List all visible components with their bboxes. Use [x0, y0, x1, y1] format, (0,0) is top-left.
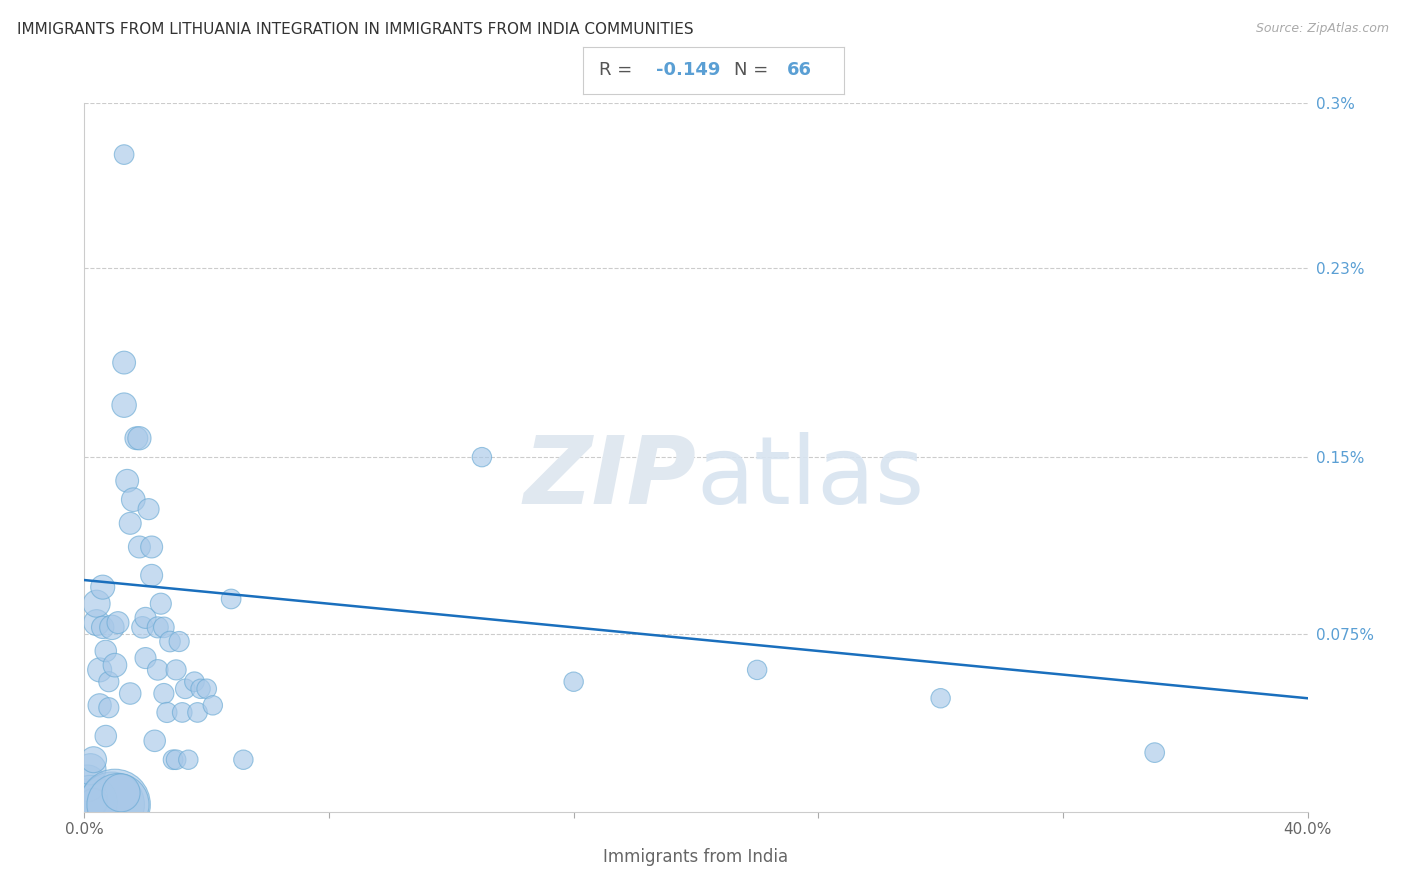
Point [97, 700, 120, 714]
Point [107, 615, 129, 630]
Point [153, 620, 176, 634]
Point [174, 681, 197, 696]
Point [83, 795, 105, 809]
Point [91, 620, 114, 634]
Point [146, 663, 169, 677]
X-axis label: Immigrants from India: Immigrants from India [603, 848, 789, 866]
Point [165, 663, 187, 677]
Point [120, 687, 142, 701]
Point [76, 776, 98, 790]
Point [747, 663, 769, 677]
Point [186, 706, 208, 720]
Point [128, 540, 150, 554]
Point [195, 681, 218, 696]
Text: N =: N = [734, 62, 775, 79]
Point [149, 597, 172, 611]
Point [94, 729, 117, 743]
Point [86, 615, 108, 630]
Point [101, 797, 124, 812]
Text: atlas: atlas [696, 433, 924, 524]
Point [1143, 746, 1166, 760]
Point [172, 706, 194, 720]
Point [159, 634, 181, 648]
Point [162, 753, 184, 767]
Text: 66: 66 [786, 62, 811, 79]
Point [112, 398, 135, 412]
Text: -0.149: -0.149 [657, 62, 721, 79]
Point [135, 651, 157, 665]
Text: ZIP: ZIP [523, 433, 696, 524]
Point [141, 540, 163, 554]
Point [86, 597, 108, 611]
Point [232, 753, 254, 767]
Point [94, 644, 117, 658]
Point [110, 786, 132, 800]
Point [146, 620, 169, 634]
Point [89, 698, 111, 713]
Text: IMMIGRANTS FROM LITHUANIA INTEGRATION IN IMMIGRANTS FROM INDIA COMMUNITIES: IMMIGRANTS FROM LITHUANIA INTEGRATION IN… [17, 22, 693, 37]
Point [89, 663, 111, 677]
Point [177, 753, 200, 767]
Text: R =: R = [599, 62, 638, 79]
Point [138, 502, 160, 516]
Point [125, 431, 148, 445]
Point [141, 568, 163, 582]
Point [190, 681, 212, 696]
Point [128, 431, 150, 445]
Point [122, 492, 145, 507]
Point [79, 762, 101, 776]
Point [135, 611, 157, 625]
Point [91, 580, 114, 594]
Point [201, 698, 224, 713]
Point [112, 147, 135, 161]
Point [562, 674, 585, 689]
Point [112, 356, 135, 370]
Point [131, 620, 153, 634]
Point [101, 620, 124, 634]
Point [165, 753, 187, 767]
Point [471, 450, 494, 465]
Point [104, 797, 127, 812]
Point [156, 706, 179, 720]
Point [107, 797, 129, 812]
Point [143, 733, 166, 747]
Point [79, 795, 101, 809]
Point [115, 474, 138, 488]
Point [97, 674, 120, 689]
Point [929, 691, 952, 706]
Text: Source: ZipAtlas.com: Source: ZipAtlas.com [1256, 22, 1389, 36]
Point [83, 753, 105, 767]
Point [153, 687, 176, 701]
Point [120, 516, 142, 531]
Point [219, 592, 242, 607]
Point [167, 634, 190, 648]
Point [104, 658, 127, 673]
Point [183, 674, 205, 689]
Point [76, 793, 98, 807]
